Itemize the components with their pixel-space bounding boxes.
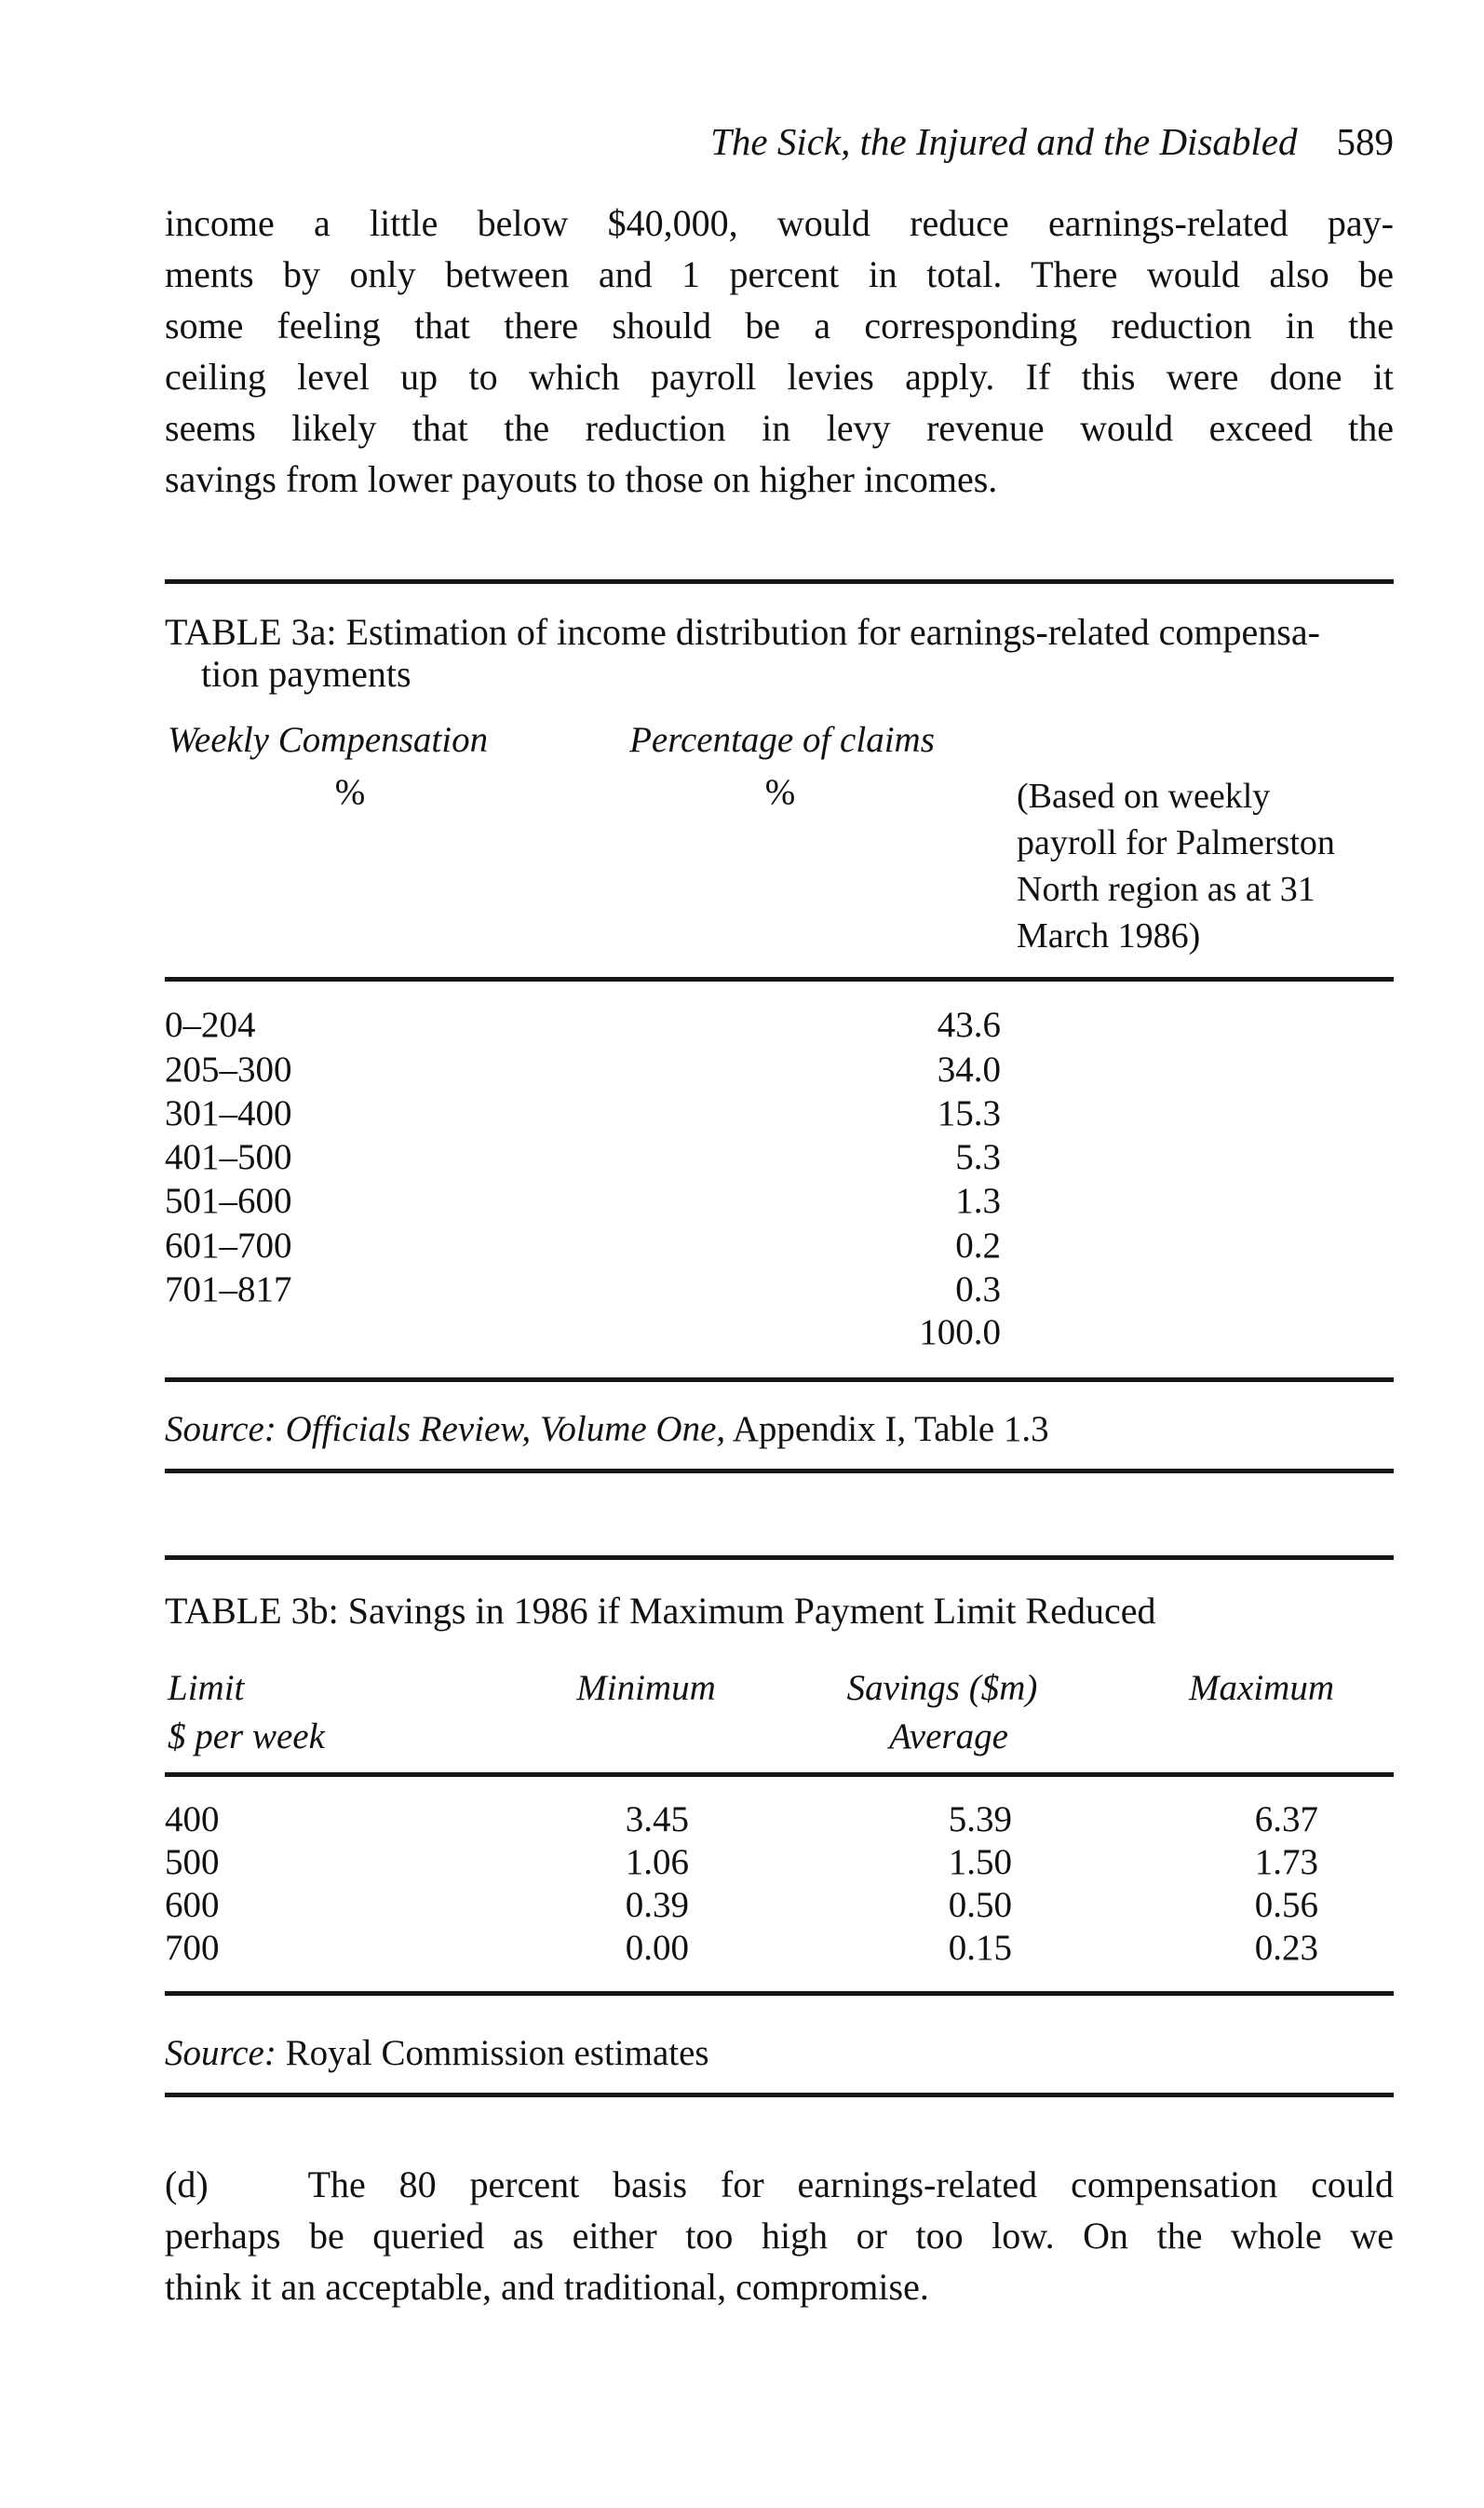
table3b-col-savings: Savings ($m) [846, 1668, 1038, 1708]
table-cell: 0.56 [1254, 1885, 1318, 1925]
table-cell: 0.39 [625, 1885, 689, 1925]
table-row: 601–700 [165, 1226, 292, 1266]
running-header: The Sick, the Injured and the Disabled 5… [165, 119, 1394, 164]
table3b-col-maximum: Maximum [1189, 1668, 1334, 1708]
source-roman-part: Appendix I, Table 1.3 [725, 1409, 1049, 1449]
table3b-col-minimum: Minimum [576, 1668, 716, 1708]
table3b-top-rule [165, 1555, 1394, 1560]
table-row: 205–300 [165, 1050, 292, 1090]
table3b-col-limit: Limit [168, 1668, 245, 1708]
paragraph-line: savings from lower payouts to those on h… [165, 458, 998, 500]
table3a-top-rule [165, 579, 1394, 584]
table3a-closing-rule [165, 1469, 1394, 1473]
paragraph-line: some feeling that there should be a corr… [165, 305, 1394, 346]
paragraph-line: income a little below $40,000, would red… [165, 202, 1394, 244]
table-row: 700 [165, 1928, 220, 1968]
table3a-col2-header: Percentage of claims [629, 720, 935, 760]
table-row: 600 [165, 1885, 220, 1925]
table3a-bottom-rule [165, 1377, 1394, 1382]
table3b-bottom-rule [165, 1991, 1394, 1996]
table-row: 0–204 [165, 1005, 256, 1045]
table3b-header-rule [165, 1772, 1394, 1777]
note-line: (Based on weekly [1017, 777, 1271, 816]
table-cell: 6.37 [1254, 1799, 1318, 1839]
table-row: 701–817 [165, 1269, 292, 1309]
table3a-col1-unit: % [334, 772, 366, 812]
table-row: 401–500 [165, 1137, 292, 1177]
table-cell: 43.6 [937, 1005, 1001, 1045]
paragraph-line: seems likely that the reduction in levy … [165, 407, 1394, 449]
table-cell: 5.3 [955, 1137, 1001, 1177]
body-paragraph-1: income a little below $40,000, would red… [165, 197, 1394, 505]
table3b-closing-rule [165, 2093, 1394, 2097]
table-cell: 15.3 [937, 1093, 1001, 1133]
table-cell: 1.06 [625, 1842, 689, 1882]
table3a-caption-line1: TABLE 3a: Estimation of income distribut… [165, 611, 1320, 653]
table3a-caption-line2: tion payments [201, 653, 411, 695]
running-title: The Sick, the Injured and the Disabled [710, 120, 1298, 163]
table-row: 501–600 [165, 1181, 292, 1221]
paragraph-line: ments by only between and 1 percent in t… [165, 253, 1394, 295]
table3a-source: Source: Officials Review, Volume One, Ap… [165, 1408, 1394, 1450]
note-line: North region as at 31 [1017, 870, 1315, 909]
table-cell: 0.23 [1254, 1928, 1318, 1968]
table-row: 500 [165, 1842, 220, 1882]
table3a-header-rule [165, 977, 1394, 982]
table-cell: 0.50 [948, 1885, 1012, 1925]
note-line: payroll for Palmerston [1017, 823, 1335, 862]
table-row: 400 [165, 1799, 220, 1839]
table-cell: 3.45 [625, 1799, 689, 1839]
table-cell: 0.3 [955, 1269, 1001, 1309]
table3a-col2-unit: % [764, 772, 796, 812]
page-number: 589 [1336, 120, 1395, 163]
paragraph-line: (d) The 80 percent basis for earnings-re… [165, 2163, 1394, 2205]
table-cell: 0.2 [955, 1226, 1001, 1266]
source-italic-part: Source: Officials Review, Volume One, [165, 1409, 726, 1449]
body-paragraph-d: (d) The 80 percent basis for earnings-re… [165, 2159, 1394, 2312]
paragraph-line: ceiling level up to which payroll levies… [165, 356, 1394, 398]
table3b-col-limit-unit: $ per week [168, 1716, 325, 1756]
paragraph-line: think it an acceptable, and traditional,… [165, 2266, 929, 2308]
source-roman-part: Royal Commission estimates [276, 2033, 709, 2073]
table3b-caption: TABLE 3b: Savings in 1986 if Maximum Pay… [165, 1590, 1156, 1632]
table-row: 301–400 [165, 1093, 292, 1133]
table-cell: 0.15 [948, 1928, 1012, 1968]
source-italic-part: Source: [165, 2033, 277, 2073]
table3b-col-savings-sub: Average [889, 1716, 1008, 1756]
table-cell: 1.50 [948, 1842, 1012, 1882]
table3b-source: Source: Royal Commission estimates [165, 2032, 1394, 2074]
table3a-note: (Based on weekly payroll for Palmerston … [1017, 773, 1389, 959]
table3a-col1-header: Weekly Compensation [168, 720, 489, 760]
table-cell: 5.39 [948, 1799, 1012, 1839]
table-cell: 1.3 [955, 1181, 1001, 1221]
table-cell: 34.0 [937, 1050, 1001, 1090]
table3a-total: 100.0 [919, 1312, 1001, 1352]
table-cell: 1.73 [1254, 1842, 1318, 1882]
table-cell: 0.00 [625, 1928, 689, 1968]
note-line: March 1986) [1017, 916, 1201, 956]
paragraph-line: perhaps be queried as either too high or… [165, 2215, 1394, 2257]
